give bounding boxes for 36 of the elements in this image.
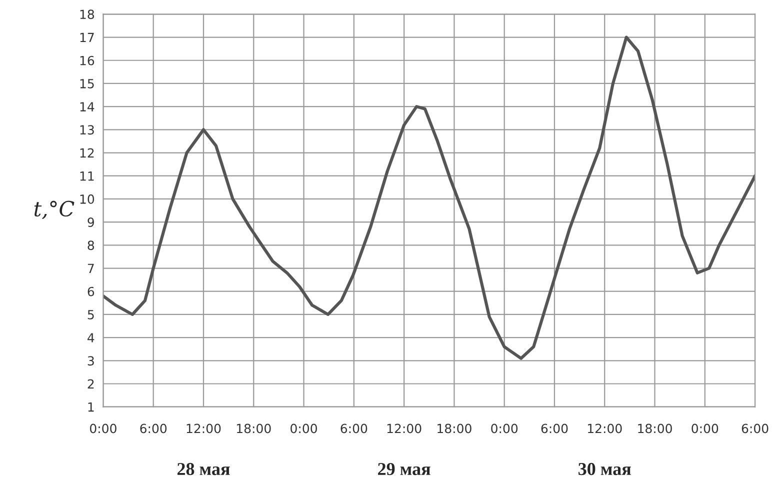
y-tick-label: 17 bbox=[80, 32, 94, 42]
x-tick-label: 18:00 bbox=[236, 424, 271, 434]
x-tick-label: 6:00 bbox=[541, 424, 568, 434]
x-tick-label: 18:00 bbox=[438, 424, 472, 434]
text: 30 мая bbox=[578, 462, 631, 476]
y-tick-label: 2 bbox=[88, 379, 94, 388]
x-tick-label: 0:00 bbox=[290, 424, 317, 434]
x-tick-label: 0:00 bbox=[90, 424, 116, 434]
x-tick-label: 18:00 bbox=[638, 424, 672, 434]
x-tick-label: 0:00 bbox=[491, 424, 518, 434]
y-tick-label: 5 bbox=[88, 310, 94, 320]
x-tick-label: 6:00 bbox=[742, 424, 768, 434]
y-tick-label: 4 bbox=[88, 333, 94, 342]
y-tick-label: 10 bbox=[80, 194, 94, 204]
y-tick-label: 6 bbox=[88, 286, 94, 296]
x-tick-label: 6:00 bbox=[140, 424, 167, 434]
x-tick-label: 0:00 bbox=[692, 424, 718, 434]
x-tick-label: 12:00 bbox=[588, 424, 622, 434]
y-tick-label: 13 bbox=[80, 125, 94, 135]
x-tick-label: 12:00 bbox=[387, 424, 422, 434]
y-tick-label: 3 bbox=[88, 356, 94, 366]
y-tick-label: 9 bbox=[88, 218, 94, 227]
y-tick-label: 14 bbox=[80, 102, 94, 112]
x-tick-label: 6:00 bbox=[340, 424, 368, 434]
text: 28 мая bbox=[177, 462, 230, 476]
y-tick-label: 12 bbox=[80, 148, 94, 158]
y-tick-label: 8 bbox=[88, 240, 94, 250]
y-tick-label: 18 bbox=[80, 10, 94, 20]
y-tick-label: 1 bbox=[88, 402, 94, 412]
text: 29 мая bbox=[378, 462, 430, 476]
y-tick-label: 11 bbox=[80, 172, 94, 181]
y-tick-label: 15 bbox=[80, 79, 94, 88]
y-tick-label: 7 bbox=[88, 264, 94, 274]
y-axis-title: t,°C bbox=[34, 200, 74, 220]
x-tick-label: 12:00 bbox=[186, 424, 221, 434]
y-tick-label: 16 bbox=[80, 56, 94, 66]
